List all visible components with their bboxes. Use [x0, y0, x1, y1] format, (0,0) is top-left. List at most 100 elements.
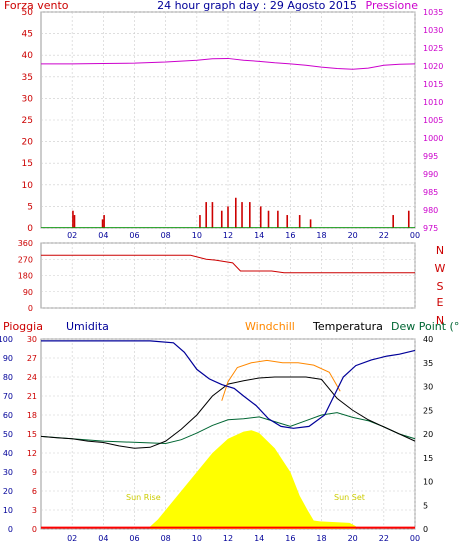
temp-tick-label: 40	[423, 335, 433, 344]
humidity-tick-label: 50	[3, 430, 13, 439]
y-right-tick-label: 1000	[423, 134, 443, 143]
humidity-label: Umidita	[66, 320, 109, 333]
temp-tick-label: 30	[423, 383, 433, 392]
humidity-tick-label: 70	[3, 392, 13, 401]
y-right-tick-label: 980	[423, 206, 438, 215]
x-tick-label: 18	[316, 231, 326, 240]
temperature-label: Temperatura	[312, 320, 383, 333]
humidity-tick-label: 40	[3, 449, 13, 458]
x-tick-label: 08	[161, 231, 171, 240]
x-tick-label: 00	[410, 534, 420, 543]
y-right-tick-label: 1020	[423, 62, 443, 71]
x-tick-label: 04	[98, 231, 108, 240]
x-tick-label: 20	[348, 534, 358, 543]
temp-tick-label: 35	[423, 359, 433, 368]
rain-tick-label: 3	[32, 506, 37, 515]
temp-tick-label: 0	[423, 525, 428, 534]
y-tick-label: 90	[23, 288, 33, 297]
y-tick-label: 0	[28, 304, 33, 313]
x-tick-label: 02	[67, 534, 77, 543]
rain-tick-label: 24	[27, 373, 37, 382]
rain-tick-label: 0	[32, 525, 37, 534]
humidity-tick-label: 10	[3, 506, 13, 515]
y-right-tick-label: 990	[423, 170, 438, 179]
temp-tick-label: 10	[423, 478, 433, 487]
y-right-tick-label: 985	[423, 188, 438, 197]
y-tick-label: 35	[22, 73, 33, 83]
temperature-humidity-panel: Pioggia Umidita Windchill Temperatura De…	[0, 320, 459, 543]
wind-direction-line	[41, 254, 415, 274]
y-tick-label: 5	[27, 202, 33, 212]
rain-tick-label: 12	[27, 449, 37, 458]
y-tick-label: 30	[22, 94, 34, 104]
humidity-tick-label: 20	[3, 487, 13, 496]
x-tick-label: 02	[67, 231, 77, 240]
temperature-line	[40, 376, 416, 449]
dewpoint-line	[40, 412, 416, 445]
x-tick-label: 22	[379, 231, 389, 240]
x-tick-label: 12	[223, 231, 233, 240]
rain-tick-label: 27	[27, 354, 37, 363]
rain-tick-label: 30	[27, 335, 37, 344]
rain-tick-label: 21	[27, 392, 37, 401]
y-tick-label: 25	[22, 116, 33, 126]
compass-label: N	[436, 314, 444, 327]
windchill-line	[221, 359, 341, 401]
humidity-tick-label: 30	[3, 468, 13, 477]
wind-pressure-panel: 24 hour graph day : 29 Agosto 2015 Forza…	[4, 0, 443, 240]
chart-title: 24 hour graph day : 29 Agosto 2015	[157, 0, 357, 12]
y-tick-label: 50	[22, 8, 34, 18]
pressure-line	[41, 57, 416, 70]
y-right-tick-label: 1030	[423, 26, 443, 35]
humidity-line	[41, 340, 416, 429]
rain-tick-label: 15	[27, 430, 37, 439]
y-tick-label: 45	[22, 30, 33, 40]
x-tick-label: 08	[161, 534, 171, 543]
rain-tick-label: 6	[32, 487, 37, 496]
x-tick-label: 00	[410, 231, 420, 240]
x-tick-label: 10	[192, 534, 202, 543]
humidity-tick-label: 60	[3, 411, 13, 420]
compass-label: W	[435, 262, 446, 275]
solar-area	[150, 430, 356, 529]
y-right-tick-label: 995	[423, 152, 438, 161]
y-right-tick-label: 1005	[423, 116, 443, 125]
y-tick-label: 270	[18, 255, 33, 264]
y-tick-label: 360	[18, 239, 33, 248]
x-tick-label: 16	[285, 231, 295, 240]
x-tick-label: 10	[192, 231, 202, 240]
x-tick-label: 06	[129, 231, 139, 240]
temp-tick-label: 20	[423, 430, 433, 439]
rain-label: Pioggia	[3, 320, 43, 333]
y-tick-label: 180	[18, 272, 33, 281]
compass-label: N	[436, 244, 444, 257]
rain-tick-label: 18	[27, 411, 37, 420]
x-tick-label: 22	[379, 534, 389, 543]
wind-speed-label: Forza vento	[4, 0, 69, 12]
y-tick-label: 40	[22, 51, 34, 61]
temp-tick-label: 5	[423, 501, 428, 510]
compass-label: S	[437, 280, 444, 293]
y-tick-label: 0	[27, 224, 33, 234]
y-tick-label: 10	[22, 181, 34, 191]
windchill-label: Windchill	[245, 320, 295, 333]
x-tick-label: 14	[254, 534, 264, 543]
sunset-annotation: Sun Set	[334, 493, 365, 502]
y-tick-label: 15	[22, 159, 33, 169]
y-right-tick-label: 975	[423, 224, 438, 233]
x-tick-label: 20	[348, 231, 358, 240]
humidity-tick-label: 90	[3, 354, 13, 363]
dewpoint-label: Dew Point (°C	[391, 320, 459, 333]
y-right-tick-label: 1025	[423, 44, 443, 53]
x-tick-label: 18	[316, 534, 326, 543]
pressure-label: Pressione	[366, 0, 419, 12]
y-right-tick-label: 1010	[423, 98, 443, 107]
sunrise-annotation: Sun Rise	[126, 493, 161, 502]
x-tick-label: 04	[98, 534, 108, 543]
humidity-tick-label: 80	[3, 373, 13, 382]
x-tick-label: 14	[254, 231, 264, 240]
x-tick-label: 12	[223, 534, 233, 543]
temp-tick-label: 25	[423, 406, 433, 415]
